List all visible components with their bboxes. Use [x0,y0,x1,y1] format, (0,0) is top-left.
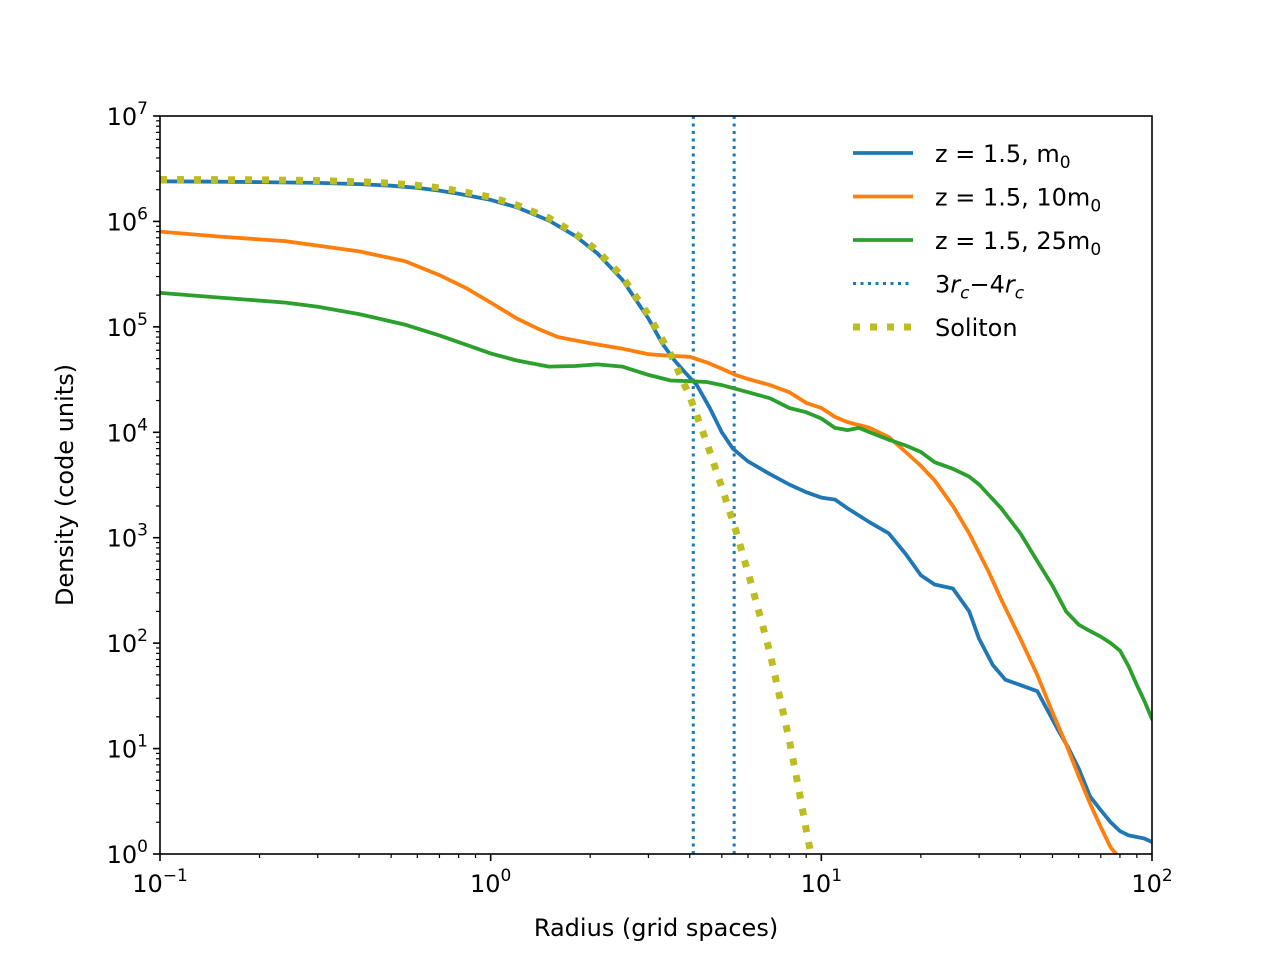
legend: z = 1.5, m0 z = 1.5, 10m0 z = 1.5, 25m0 3rc… [853,140,1101,342]
x-tick-label: 10−1 [132,866,188,898]
legend-entry-2: z = 1.5, 25m0 [853,227,1101,260]
legend-label: z = 1.5, m0 [935,140,1071,173]
legend-entry-0: z = 1.5, m0 [853,140,1071,173]
series-line-3 [160,176,815,854]
y-tick-label: 106 [107,204,148,236]
y-axis-title: Density (code units) [51,364,79,606]
legend-label: 3rc−4rc [935,271,1025,304]
series-layer [160,116,1152,854]
y-tick-labels: 100 101 102 103 104 105 106 107 [107,99,148,869]
y-tick-label: 103 [107,521,148,553]
x-tick-label: 101 [801,866,842,898]
y-tick-label: 100 [107,837,148,869]
x-tick-label: 100 [470,866,511,898]
x-tick-labels: 10−1 100 101 102 [132,866,1172,898]
legend-entry-4: Soliton [853,314,1018,342]
y-tick-label: 102 [107,626,148,658]
y-tick-label: 105 [107,310,148,342]
series-line-2 [160,291,1152,722]
y-tick-label: 101 [107,732,148,764]
x-axis-title: Radius (grid spaces) [534,914,778,942]
legend-entry-3: 3rc−4rc [853,271,1025,304]
legend-label: Soliton [935,314,1018,342]
legend-label: z = 1.5, 25m0 [935,227,1101,260]
series-line-1 [160,229,1119,854]
x-tick-label: 102 [1131,866,1172,898]
plot-frame [159,115,1153,855]
legend-entry-1: z = 1.5, 10m0 [853,184,1101,217]
legend-label: z = 1.5, 10m0 [935,184,1101,217]
y-tick-label: 104 [107,415,148,447]
y-tick-label: 107 [107,99,148,131]
